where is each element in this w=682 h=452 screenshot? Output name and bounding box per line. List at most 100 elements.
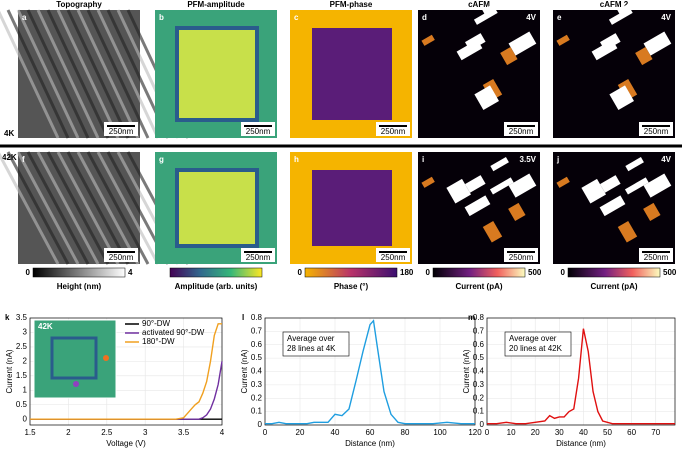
panel-letter: c (294, 13, 299, 22)
current-spot (446, 178, 471, 204)
x-tick-label: 20 (296, 428, 305, 437)
y-tick-label: 1 (23, 385, 28, 394)
x-axis-label: Voltage (V) (106, 439, 146, 448)
image-texture (86, 151, 150, 265)
x-tick-label: 4 (220, 428, 225, 437)
bias-voltage: 4V (661, 13, 671, 22)
image (418, 10, 540, 138)
colorbar-max: 4 (128, 268, 133, 277)
current-spot (581, 178, 606, 204)
x-axis-label: Distance (nm) (556, 439, 606, 448)
domain (175, 168, 259, 248)
image-texture (86, 9, 150, 139)
x-tick-label: 3 (143, 428, 148, 437)
scalebar-label: 250nm (509, 127, 534, 136)
x-tick-label: 2 (66, 428, 71, 437)
panel-title: cAFM 2 (600, 0, 629, 9)
annotation: Average over (287, 334, 335, 343)
current-spot (591, 39, 618, 61)
data-line (265, 319, 475, 425)
y-tick-label: 0.2 (251, 393, 263, 402)
current-spot (635, 46, 653, 66)
scalebar-label: 250nm (644, 253, 669, 262)
annotation-box (504, 331, 572, 357)
current-spot (556, 34, 570, 46)
x-tick-label: 3.5 (178, 428, 190, 437)
colorbar-max: 500 (663, 268, 677, 277)
x-tick-label: 0 (263, 428, 268, 437)
colorbar-min: 0 (26, 268, 31, 277)
panel-letter: g (159, 155, 164, 164)
panel-letter: i (422, 155, 424, 164)
x-tick-label: 30 (555, 428, 564, 437)
colorbar-label: Phase (°) (334, 282, 369, 291)
current-spot (556, 176, 570, 188)
y-tick-label: 0.7 (251, 326, 263, 335)
current-spot (599, 195, 626, 217)
y-axis-label: Current (nA) (462, 349, 471, 393)
current-spot (624, 177, 649, 195)
y-tick-label: 2 (23, 356, 28, 365)
panel-title: cAFM (468, 0, 490, 9)
colorbar (432, 267, 526, 278)
y-tick-label: 0.4 (473, 367, 485, 376)
panel-title: Topography (56, 0, 102, 9)
image-texture (56, 9, 120, 139)
y-tick-label: 0 (23, 414, 28, 423)
y-tick-label: 0.6 (473, 340, 485, 349)
current-spot (473, 7, 498, 25)
colorbar-label: Amplitude (arb. units) (175, 282, 258, 291)
image-texture (6, 9, 70, 139)
inset-marker (103, 355, 109, 361)
legend-label: 180°-DW (142, 337, 175, 346)
x-tick-label: 2.5 (101, 428, 113, 437)
panel-letter: b (159, 13, 164, 22)
y-tick-label: 0.7 (473, 326, 485, 335)
x-axis-label: Distance (nm) (345, 439, 395, 448)
current-spot (609, 85, 634, 110)
y-tick-label: 2.5 (16, 342, 28, 351)
plot-frame (486, 317, 676, 426)
current-spot (508, 173, 537, 198)
y-tick-label: 0.8 (473, 313, 485, 322)
panel-letter: k (5, 313, 10, 322)
image-texture (66, 151, 130, 265)
inset-domain (50, 336, 98, 380)
x-tick-label: 20 (531, 428, 540, 437)
current-spot (625, 157, 644, 172)
colorbar-max: 180 (400, 268, 414, 277)
y-axis-label: Current (nA) (5, 349, 14, 393)
bias-voltage: 3.5V (520, 155, 537, 164)
image-texture (46, 9, 110, 139)
y-tick-label: 0.3 (473, 380, 485, 389)
colorbar-label: Height (nm) (57, 282, 102, 291)
y-tick-label: 0.4 (251, 367, 263, 376)
image-texture (26, 9, 90, 139)
domain (175, 26, 259, 122)
current-spot (643, 173, 672, 198)
bias-voltage: 4V (526, 13, 536, 22)
x-tick-label: 120 (468, 428, 482, 437)
data-line (487, 328, 675, 425)
image (553, 10, 675, 138)
panel-letter: h (294, 155, 299, 164)
x-tick-label: 50 (603, 428, 612, 437)
scalebar-label: 250nm (109, 253, 134, 262)
current-spot (643, 31, 672, 56)
scalebar-label: 250nm (381, 127, 406, 136)
current-spot (643, 202, 661, 221)
current-spot (508, 31, 537, 56)
x-tick-label: 60 (627, 428, 636, 437)
colorbar-min: 0 (561, 268, 566, 277)
y-tick-label: 0.5 (251, 353, 263, 362)
current-spot (489, 177, 514, 195)
inset-label: 42K (38, 322, 53, 331)
row-label: 4K (4, 129, 14, 138)
y-tick-label: 0.1 (473, 407, 485, 416)
image-texture (96, 151, 160, 265)
x-tick-label: 60 (366, 428, 375, 437)
x-tick-label: 0 (485, 428, 490, 437)
current-spot (500, 46, 518, 66)
image-texture (0, 10, 60, 139)
panel-letter: d (422, 13, 427, 22)
